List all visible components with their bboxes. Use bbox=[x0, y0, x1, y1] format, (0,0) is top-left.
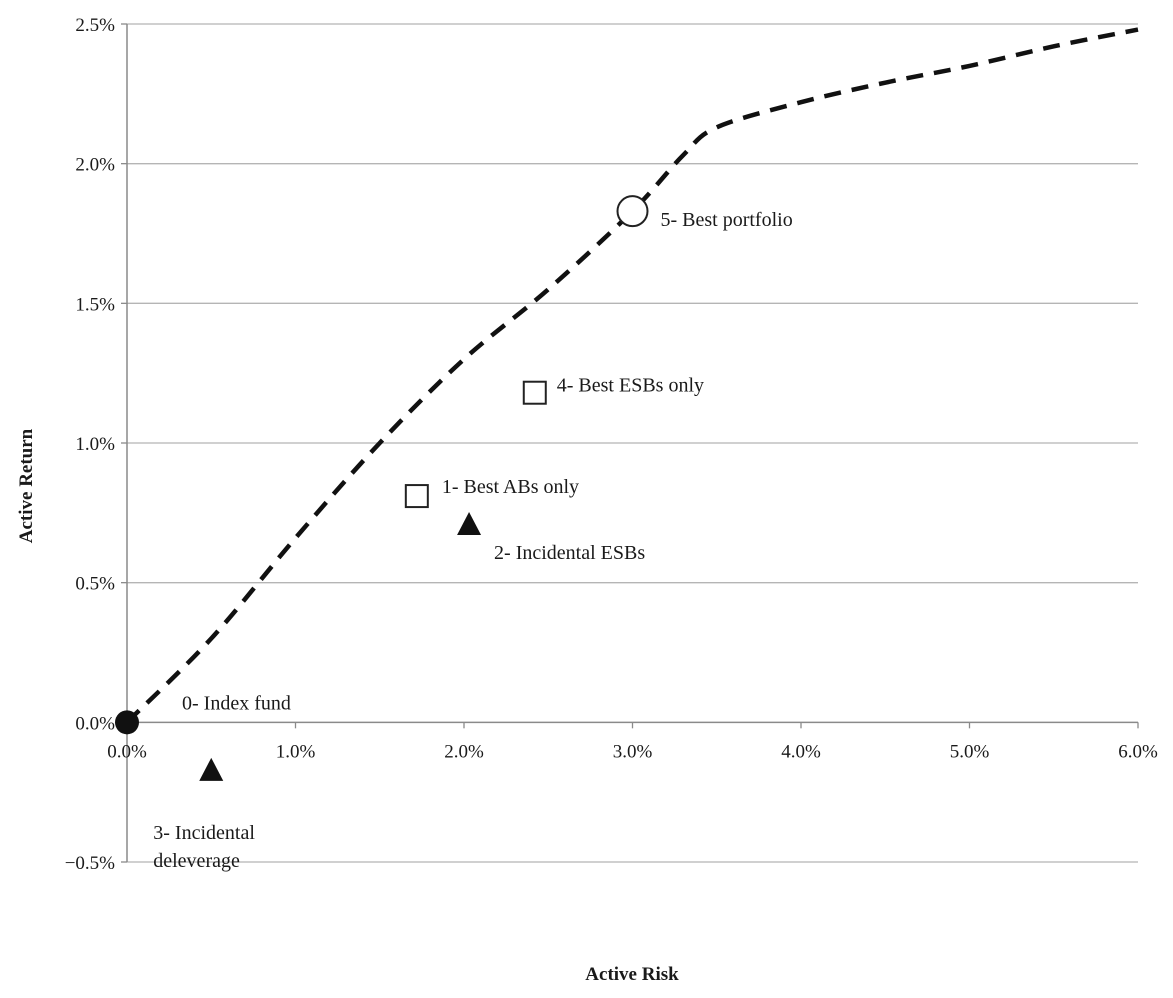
y-tick-label: 0.5% bbox=[75, 574, 115, 595]
y-tick-label: 0.0% bbox=[75, 713, 115, 734]
y-tick-label: −0.5% bbox=[65, 853, 115, 874]
y-tick-label: 1.5% bbox=[75, 294, 115, 315]
point-label: 1- Best ABs only bbox=[442, 476, 579, 498]
portfolio-points bbox=[115, 195, 649, 781]
x-tick-label: 1.0% bbox=[276, 741, 316, 762]
index-fund-marker bbox=[115, 710, 139, 735]
x-tick-label: 4.0% bbox=[781, 741, 821, 762]
x-tick-label: 5.0% bbox=[950, 741, 990, 762]
y-tick-label: 2.0% bbox=[75, 155, 115, 176]
square-marker bbox=[404, 484, 429, 509]
y-axis-title: Active Return bbox=[16, 428, 37, 543]
point-label: 2- Incidental ESBs bbox=[494, 542, 645, 564]
gridlines bbox=[127, 23, 1138, 863]
x-tick-label: 2.0% bbox=[444, 741, 484, 762]
x-tick-label: 0.0% bbox=[107, 741, 147, 762]
tick-labels: −0.5% 0.0% 0.5% 1.0% 1.5% 2.0% 2.5% 0.0% 1.0% 2.0… bbox=[65, 15, 1158, 874]
y-tick-label: 1.0% bbox=[75, 434, 115, 455]
triangle-marker bbox=[199, 757, 224, 781]
triangle-marker bbox=[457, 512, 482, 536]
best-portfolio-marker bbox=[616, 195, 649, 228]
square-marker bbox=[522, 380, 547, 405]
point-label: 3- Incidental bbox=[153, 822, 255, 844]
point-label: deleverage bbox=[153, 850, 240, 872]
point-label: 5- Best portfolio bbox=[661, 209, 793, 231]
y-tick-label: 2.5% bbox=[75, 15, 115, 36]
x-tick-label: 3.0% bbox=[613, 741, 653, 762]
x-tick-label: 6.0% bbox=[1118, 741, 1158, 762]
point-label: 0- Index fund bbox=[182, 692, 291, 714]
point-label: 4- Best ESBs only bbox=[557, 375, 704, 397]
x-axis-title: Active Risk bbox=[585, 964, 679, 985]
point-labels: 0- Index fund 1- Best ABs only 2- Incident… bbox=[153, 209, 792, 872]
